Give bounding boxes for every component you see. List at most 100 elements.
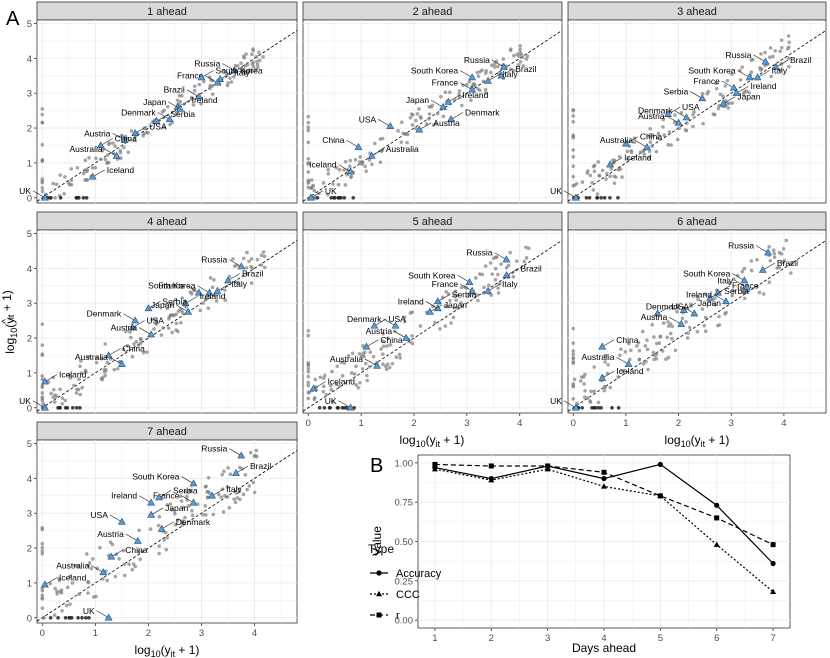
- point-label: USA: [672, 302, 690, 312]
- point-label: UK: [325, 186, 337, 196]
- background-point: [378, 137, 383, 141]
- highlight-triangle: [698, 94, 707, 102]
- background-point: [163, 530, 168, 535]
- legend-key-marker: [376, 590, 382, 597]
- highlight-triangle: [224, 276, 232, 284]
- background-point: [324, 393, 329, 397]
- x-tick-label: 0: [571, 418, 576, 429]
- background-point: [247, 259, 251, 264]
- background-point: [49, 391, 53, 396]
- background-point: [749, 58, 754, 62]
- background-point: [381, 339, 386, 343]
- background-point: [329, 195, 334, 200]
- background-point: [192, 88, 197, 93]
- highlight-triangle: [719, 99, 728, 107]
- background-point: [651, 133, 655, 137]
- highlight-triangle: [679, 305, 688, 313]
- background-point: [385, 344, 389, 348]
- background-point: [81, 171, 86, 176]
- background-point: [784, 238, 789, 243]
- background-point: [654, 149, 659, 154]
- background-point: [58, 195, 63, 200]
- background-point: [446, 292, 451, 296]
- background-point: [349, 175, 353, 180]
- background-point: [677, 126, 682, 131]
- background-point: [483, 264, 488, 268]
- label-leader: [430, 99, 444, 108]
- background-point: [518, 44, 522, 48]
- background-point: [419, 116, 423, 120]
- background-point: [75, 165, 80, 170]
- background-point: [309, 178, 314, 182]
- background-point: [231, 257, 235, 261]
- point-label: Ireland: [111, 491, 137, 501]
- label-leader: [667, 106, 681, 115]
- highlight-triangle: [131, 316, 140, 324]
- data-point: [770, 560, 776, 567]
- background-point: [494, 255, 498, 260]
- x-tick-label: 0: [40, 628, 45, 639]
- background-point: [40, 142, 45, 147]
- background-point: [741, 92, 746, 96]
- background-point: [51, 181, 55, 186]
- point-label: Japan: [698, 298, 721, 308]
- background-point: [365, 378, 369, 383]
- background-point: [166, 326, 171, 330]
- background-point: [221, 510, 226, 514]
- panel-b-letter: B: [370, 455, 383, 477]
- background-point: [51, 395, 56, 400]
- background-point: [315, 195, 320, 200]
- background-point: [651, 350, 656, 355]
- background-point: [202, 79, 206, 84]
- panel-b-line-chart: 0.00 0.25 0.50 0.75 1.00 1 2 3 4 5 6 7 Days ahead Val…: [368, 454, 791, 655]
- data-point: [488, 476, 495, 483]
- background-point: [90, 166, 95, 170]
- point-label: China: [640, 132, 662, 142]
- background-point: [582, 395, 587, 400]
- background-point: [74, 391, 79, 395]
- x-tick-label: 6: [714, 633, 719, 644]
- background-point: [228, 76, 232, 80]
- y-tick-label: 1.00: [395, 458, 414, 469]
- panel-b-x-axis-title: Days ahead: [572, 641, 636, 655]
- point-label: China: [115, 133, 137, 143]
- background-point: [254, 448, 259, 453]
- background-point: [459, 301, 463, 305]
- point-label: South Korea: [408, 270, 456, 280]
- label-leader: [378, 119, 391, 127]
- facet-title: 1 ahead: [147, 6, 187, 18]
- background-point: [335, 405, 340, 410]
- background-point: [166, 104, 170, 109]
- background-point: [578, 379, 583, 383]
- background-point: [255, 59, 259, 64]
- background-point: [134, 339, 139, 344]
- point-label: Italy: [717, 276, 733, 286]
- background-point: [40, 177, 45, 181]
- highlight-triangle: [133, 536, 142, 544]
- background-point: [714, 86, 719, 91]
- background-point: [40, 343, 45, 348]
- point-label: Brazil: [164, 85, 185, 95]
- highlight-triangle: [415, 125, 424, 133]
- highlight-triangle: [131, 129, 140, 136]
- background-point: [730, 72, 734, 76]
- background-point: [306, 125, 311, 130]
- background-point: [180, 296, 185, 300]
- background-point: [330, 369, 334, 374]
- legend-label: CCC: [396, 589, 420, 601]
- highlight-triangle: [502, 271, 511, 279]
- background-point: [60, 401, 64, 406]
- background-point: [87, 561, 92, 565]
- background-point: [700, 91, 705, 96]
- point-label: Japan: [143, 97, 166, 107]
- background-point: [152, 327, 156, 331]
- background-point: [40, 551, 45, 556]
- background-point: [597, 174, 602, 178]
- background-point: [767, 244, 771, 249]
- background-point: [580, 180, 585, 184]
- background-point: [138, 341, 143, 346]
- point-label: Denmark: [176, 517, 211, 527]
- background-point: [52, 387, 56, 392]
- highlight-triangle: [189, 498, 198, 506]
